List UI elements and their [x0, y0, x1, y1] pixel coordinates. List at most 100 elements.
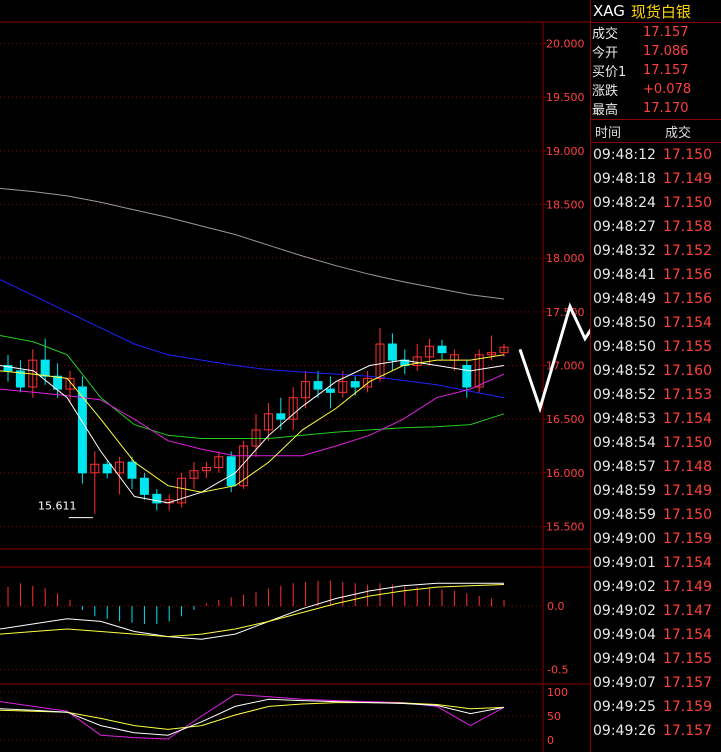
- candle-body: [363, 377, 373, 388]
- tick-list[interactable]: 09:48:12 17.150 09:48:18 17.149 09:48:24 17.1…: [591, 143, 721, 743]
- quote-value: 17.086: [643, 44, 689, 59]
- tick-row[interactable]: 09:49:02 17.149: [591, 575, 721, 599]
- tick-price: 17.159: [663, 699, 712, 715]
- tick-price: 17.150: [663, 195, 712, 211]
- candle-body: [226, 456, 236, 487]
- symbol-header[interactable]: XAG 现货白银: [591, 0, 721, 23]
- ma-gray-line: [0, 187, 505, 300]
- tick-time: 09:49:01: [593, 555, 656, 571]
- tick-row[interactable]: 09:48:50 17.154: [591, 311, 721, 335]
- tick-row[interactable]: 09:49:01 17.154: [591, 551, 721, 575]
- tick-row[interactable]: 09:48:18 17.149: [591, 167, 721, 191]
- tick-row[interactable]: 09:48:57 17.148: [591, 455, 721, 479]
- quote-value: 17.170: [643, 101, 689, 116]
- tick-row[interactable]: 09:48:59 17.149: [591, 479, 721, 503]
- ma-blue-line: [0, 279, 505, 399]
- tick-row[interactable]: 09:48:24 17.150: [591, 191, 721, 215]
- quote-row-open: 今开 17.086: [591, 42, 721, 61]
- tick-price: 17.150: [663, 147, 712, 163]
- quote-value: 17.157: [643, 25, 689, 40]
- tick-time: 09:48:53: [593, 411, 656, 427]
- candle-body: [127, 461, 137, 479]
- tick-time: 09:48:54: [593, 435, 656, 451]
- tick-row[interactable]: 09:49:04 17.154: [591, 623, 721, 647]
- tick-row[interactable]: 09:48:52 17.153: [591, 383, 721, 407]
- candle-body: [115, 461, 125, 474]
- tick-price: 17.154: [663, 315, 712, 331]
- tick-price: 17.148: [663, 459, 712, 475]
- tick-time: 09:48:27: [593, 219, 656, 235]
- tick-price: 17.147: [663, 603, 712, 619]
- tick-row[interactable]: 09:48:12 17.150: [591, 143, 721, 167]
- quote-row-change: 涨跌 +0.078: [591, 80, 721, 99]
- candle-body: [313, 381, 323, 390]
- tick-time: 09:48:24: [593, 195, 656, 211]
- candle-body: [102, 463, 112, 474]
- candle-body: [239, 445, 249, 487]
- macd-panel[interactable]: 0.0 -0.5: [0, 580, 568, 677]
- tick-row[interactable]: 09:48:59 17.150: [591, 503, 721, 527]
- tick-time: 09:49:07: [593, 675, 656, 691]
- tick-row[interactable]: 09:48:49 17.156: [591, 287, 721, 311]
- candle-body: [214, 456, 224, 468]
- tick-price: 17.153: [663, 387, 712, 403]
- tick-time: 09:48:18: [593, 171, 656, 187]
- candle-body: [90, 463, 100, 474]
- ma-green-line: [0, 335, 505, 439]
- tick-time: 09:48:49: [593, 291, 656, 307]
- tick-row[interactable]: 09:48:53 17.154: [591, 407, 721, 431]
- tick-price: 17.156: [663, 291, 712, 307]
- tick-row[interactable]: 09:48:32 17.152: [591, 239, 721, 263]
- projection-arrow: [518, 302, 590, 414]
- tick-time: 09:49:26: [593, 723, 656, 739]
- y-tick-label: 18.500: [546, 198, 585, 211]
- candle-body: [387, 343, 397, 361]
- macd-tick-label: -0.5: [547, 664, 568, 677]
- tick-price: 17.149: [663, 171, 712, 187]
- y-tick-label: 18.000: [546, 252, 585, 265]
- tick-time: 09:48:59: [593, 507, 656, 523]
- tick-row[interactable]: 09:49:02 17.147: [591, 599, 721, 623]
- y-tick-label: 15.500: [546, 521, 585, 534]
- tick-row[interactable]: 09:48:52 17.160: [591, 359, 721, 383]
- tick-row[interactable]: 09:48:54 17.150: [591, 431, 721, 455]
- tick-time: 09:49:25: [593, 699, 656, 715]
- kline-chart-area[interactable]: 20.000 19.500 19.000 18.500 18.000 17.500 17.0…: [0, 0, 590, 752]
- candle-body: [499, 346, 509, 354]
- tick-price: 17.154: [663, 555, 712, 571]
- tick-price: 17.157: [663, 723, 712, 739]
- tick-row[interactable]: 09:48:27 17.158: [591, 215, 721, 239]
- tick-row[interactable]: 09:49:04 17.155: [591, 647, 721, 671]
- tick-row[interactable]: 09:49:25 17.159: [591, 695, 721, 719]
- tick-price: 17.152: [663, 243, 712, 259]
- tick-price: 17.149: [663, 579, 712, 595]
- tick-row[interactable]: 09:48:50 17.155: [591, 335, 721, 359]
- kdj-panel[interactable]: 100 50 0: [0, 686, 568, 747]
- quote-panel: 成交 17.157 今开 17.086 买价1 17.157 涨跌 +0.078 最高 1…: [591, 23, 721, 120]
- candle-body: [152, 493, 162, 504]
- candle-body: [474, 354, 484, 388]
- tick-price: 17.150: [663, 435, 712, 451]
- y-tick-label: 16.000: [546, 467, 585, 480]
- candle-body: [276, 413, 286, 420]
- candle-body: [65, 377, 75, 390]
- candle-body: [177, 477, 187, 504]
- tick-time: 09:49:00: [593, 531, 656, 547]
- candle-body: [437, 345, 447, 354]
- candle-body: [338, 381, 348, 393]
- candlestick-panel[interactable]: 20.000 19.500 19.000 18.500 18.000 17.500 17.0…: [0, 37, 590, 534]
- candle-body: [350, 381, 360, 388]
- tick-time: 09:49:02: [593, 603, 656, 619]
- tick-price: 17.155: [663, 339, 712, 355]
- tick-row[interactable]: 09:48:41 17.156: [591, 263, 721, 287]
- tick-row[interactable]: 09:49:26 17.157: [591, 719, 721, 743]
- tick-row[interactable]: 09:49:00 17.159: [591, 527, 721, 551]
- quote-label: 今开: [592, 46, 619, 61]
- quote-row-last: 成交 17.157: [591, 23, 721, 42]
- symbol-code: XAG: [593, 2, 625, 20]
- tick-price: 17.158: [663, 219, 712, 235]
- tick-time: 09:48:52: [593, 363, 656, 379]
- quote-label: 买价1: [592, 65, 627, 80]
- tick-row[interactable]: 09:49:07 17.157: [591, 671, 721, 695]
- candle-body: [139, 477, 149, 495]
